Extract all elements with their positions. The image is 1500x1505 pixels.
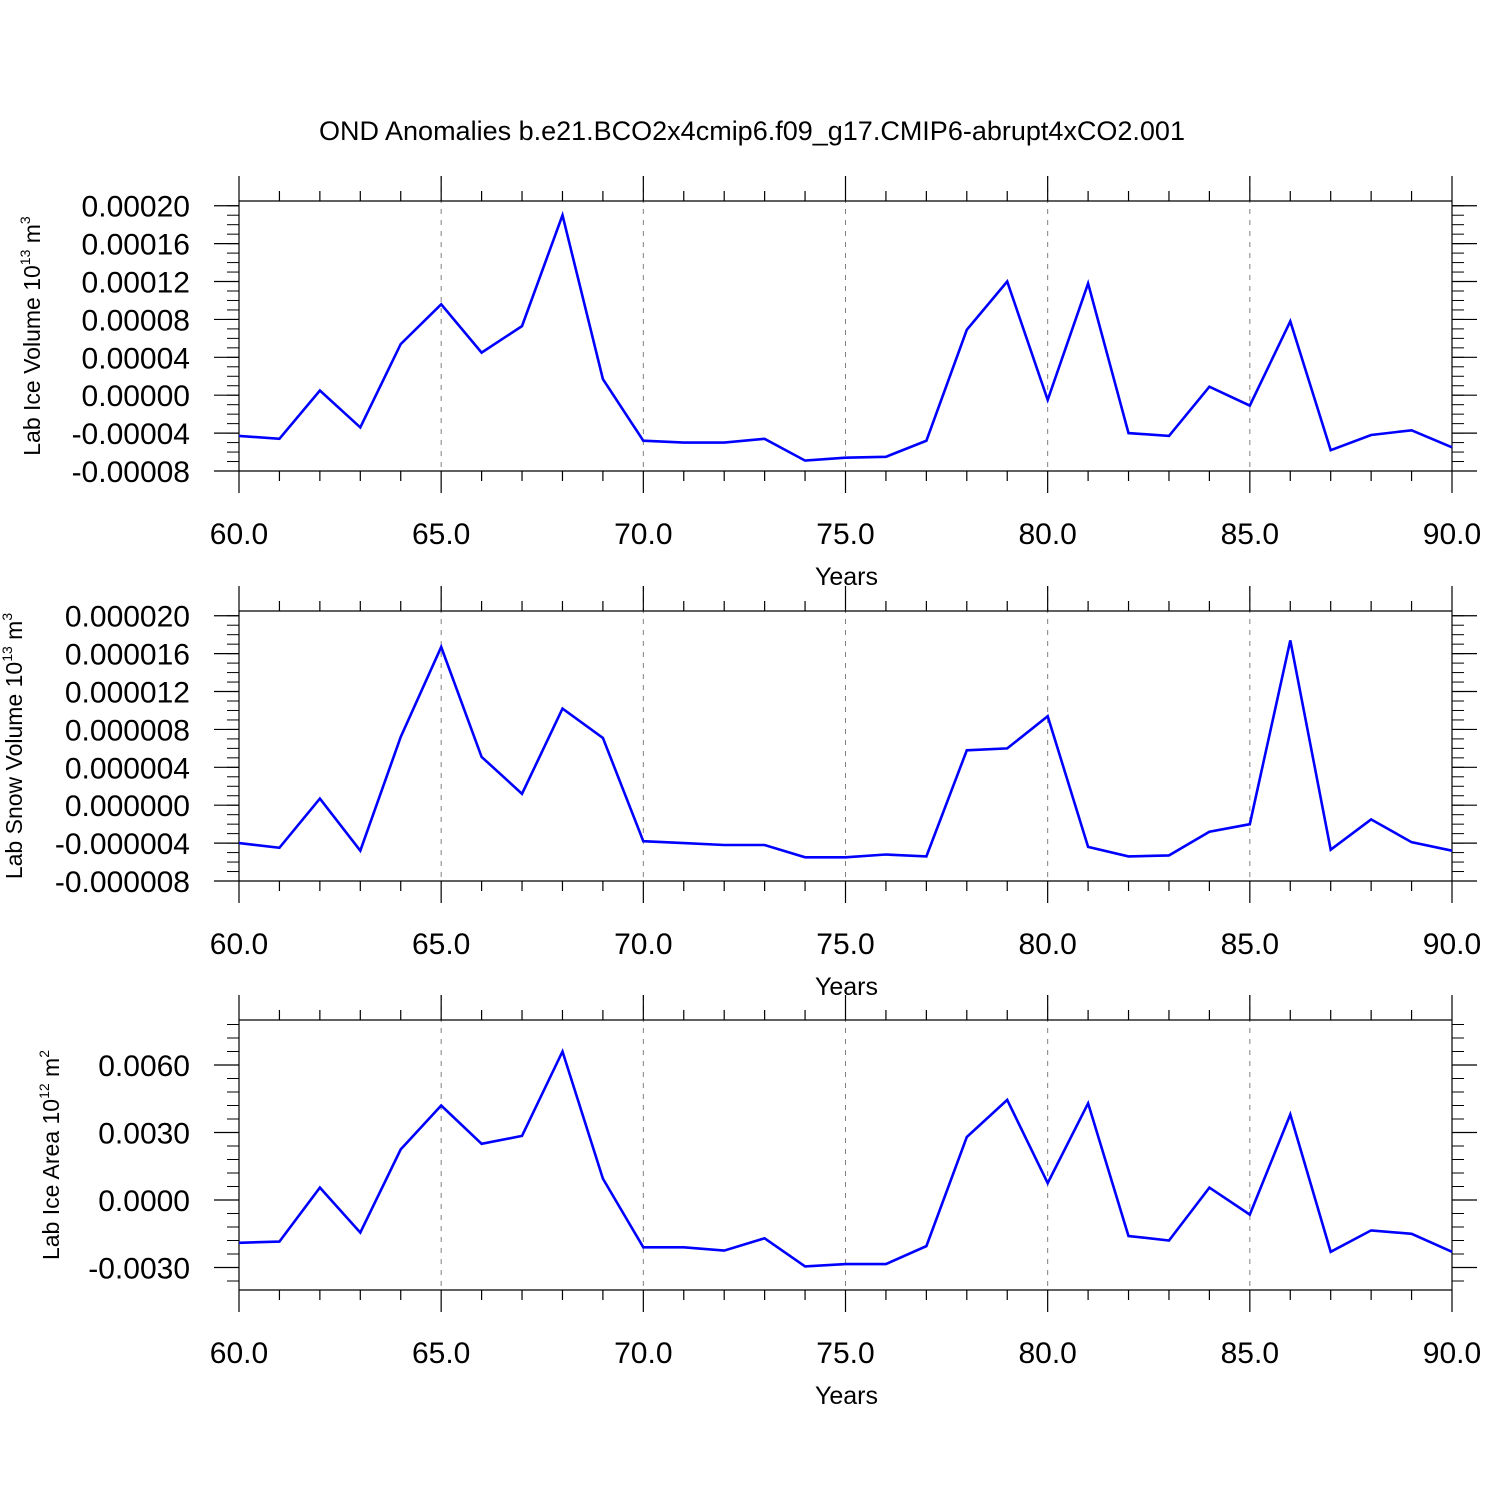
x-tick-label: 75.0 <box>816 518 874 551</box>
y-tick-label: 0.00000 <box>82 380 190 413</box>
x-tick-label: 75.0 <box>816 928 874 961</box>
x-tick-label: 60.0 <box>210 518 268 551</box>
x-tick-label: 70.0 <box>614 1337 672 1370</box>
y-tick-label: 0.00004 <box>82 342 190 375</box>
y-tick-label: 0.000016 <box>65 639 190 672</box>
chart-title: OND Anomalies b.e21.BCO2x4cmip6.f09_g17.… <box>319 116 1185 146</box>
y-tick-label: 0.0030 <box>98 1118 190 1151</box>
y-tick-label: 0.000004 <box>65 752 190 785</box>
y-tick-label: 0.000000 <box>65 790 190 823</box>
y-tick-label: 0.000020 <box>65 601 190 634</box>
x-tick-label: 80.0 <box>1018 928 1076 961</box>
x-axis-label: Years <box>815 563 878 591</box>
y-tick-label: 0.000008 <box>65 714 190 747</box>
x-tick-label: 70.0 <box>614 518 672 551</box>
y-tick-label: 0.0000 <box>98 1185 190 1218</box>
y-tick-label: 0.00012 <box>82 267 190 300</box>
x-tick-label: 90.0 <box>1423 928 1481 961</box>
x-tick-label: 80.0 <box>1018 518 1076 551</box>
x-tick-label: 75.0 <box>816 1337 874 1370</box>
y-tick-label: 0.00020 <box>82 191 190 224</box>
y-tick-label: 0.0060 <box>98 1050 190 1083</box>
y-tick-label: 0.000012 <box>65 677 190 710</box>
x-tick-label: 70.0 <box>614 928 672 961</box>
y-tick-label: -0.00004 <box>72 418 190 451</box>
x-tick-label: 90.0 <box>1423 1337 1481 1370</box>
y-axis-label: Lab Ice Area 1012 m2 <box>36 1050 64 1260</box>
x-tick-label: 85.0 <box>1221 928 1279 961</box>
x-tick-label: 65.0 <box>412 1337 470 1370</box>
y-tick-label: -0.0030 <box>88 1253 190 1286</box>
x-tick-label: 60.0 <box>210 1337 268 1370</box>
x-axis-label: Years <box>815 973 878 1001</box>
x-tick-label: 85.0 <box>1221 1337 1279 1370</box>
y-tick-label: 0.00008 <box>82 304 190 337</box>
x-tick-label: 80.0 <box>1018 1337 1076 1370</box>
y-tick-label: -0.00008 <box>72 456 190 489</box>
y-tick-label: 0.00016 <box>82 229 190 262</box>
x-axis-label: Years <box>815 1382 878 1410</box>
y-tick-label: -0.000008 <box>55 866 190 899</box>
x-tick-label: 85.0 <box>1221 518 1279 551</box>
x-tick-label: 60.0 <box>210 928 268 961</box>
x-tick-label: 90.0 <box>1423 518 1481 551</box>
x-tick-label: 65.0 <box>412 518 470 551</box>
x-tick-label: 65.0 <box>412 928 470 961</box>
y-tick-label: -0.000004 <box>55 828 190 861</box>
